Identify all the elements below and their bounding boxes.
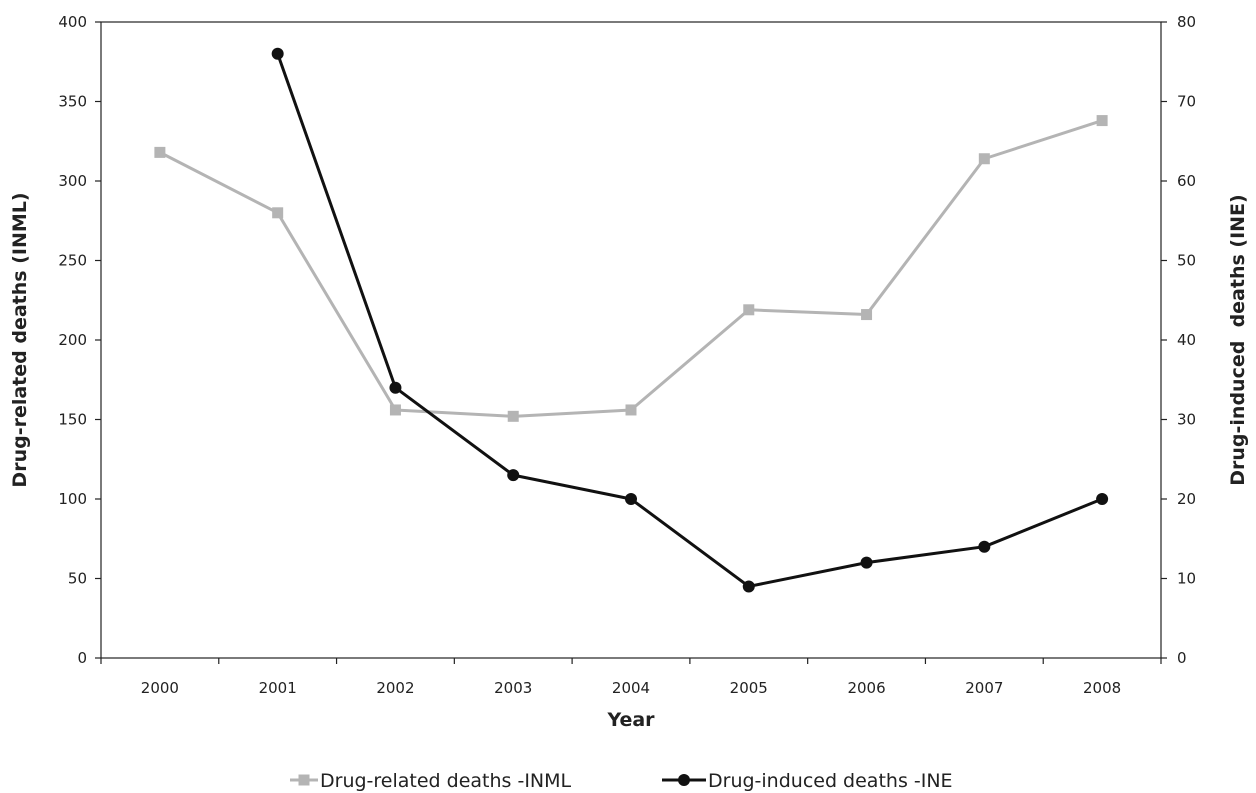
data-point-inml <box>625 404 637 416</box>
legend: Drug-related deaths -INML Drug-induced d… <box>290 770 953 792</box>
right-y-axis-title: Drug-induced deaths (INE) <box>1227 194 1249 485</box>
data-point-inml <box>389 404 401 416</box>
plot-area <box>100 21 1162 659</box>
right-axis-tick-label: 10 <box>1177 570 1196 588</box>
data-point-inml <box>861 309 873 321</box>
series-line-inml <box>159 119 1103 418</box>
left-axis-tick-label: 400 <box>58 13 87 31</box>
left-y-axis-title: Drug-related deaths (INML) <box>9 192 31 487</box>
right-axis-tick-label: 50 <box>1177 252 1196 270</box>
right-axis-tick-label: 0 <box>1177 649 1187 667</box>
x-axis-tick-label: 2001 <box>259 679 297 697</box>
data-point-ine <box>507 469 520 482</box>
left-axis: 0 50 100 150 200 250 300 350 400 <box>58 13 101 667</box>
left-axis-tick-label: 150 <box>58 411 87 429</box>
data-point-ine <box>271 47 284 60</box>
right-axis-tick-label: 30 <box>1177 411 1196 429</box>
data-point-ine <box>978 540 991 553</box>
legend-label-inml: Drug-related deaths -INML <box>320 770 572 792</box>
data-point-inml <box>272 207 284 219</box>
x-axis-tick-label: 2000 <box>141 679 179 697</box>
x-axis-tick-label: 2006 <box>847 679 885 697</box>
data-point-inml <box>507 410 519 422</box>
left-axis-tick-label: 300 <box>58 172 87 190</box>
legend-label-ine: Drug-induced deaths -INE <box>708 770 953 792</box>
right-axis: 0 10 20 30 40 50 60 70 80 <box>1161 13 1196 667</box>
left-axis-tick-label: 250 <box>58 252 87 270</box>
right-axis-tick-label: 40 <box>1177 331 1196 349</box>
series-line-ine <box>276 53 1103 588</box>
legend-square-marker-icon <box>298 774 310 786</box>
left-axis-tick-label: 350 <box>58 93 87 111</box>
right-axis-tick-label: 80 <box>1177 13 1196 31</box>
right-axis-tick-label: 60 <box>1177 172 1196 190</box>
data-point-inml <box>743 304 755 316</box>
x-axis-tick-label: 2007 <box>965 679 1003 697</box>
data-point-inml <box>1096 115 1108 127</box>
right-axis-tick-label: 20 <box>1177 490 1196 508</box>
x-axis-tick-label: 2005 <box>730 679 768 697</box>
left-axis-tick-label: 0 <box>77 649 87 667</box>
x-axis-tick-label: 2004 <box>612 679 650 697</box>
data-point-inml <box>978 153 990 165</box>
legend-circle-marker-icon <box>678 774 690 786</box>
series-layer <box>154 47 1109 593</box>
right-axis-tick-label: 70 <box>1177 93 1196 111</box>
data-point-inml <box>154 146 166 158</box>
left-axis-tick-label: 200 <box>58 331 87 349</box>
x-axis: 2000 2001 2002 2003 2004 2005 2006 2007 2008 <box>100 658 1162 697</box>
data-point-ine <box>742 580 755 593</box>
x-axis-title: Year <box>606 709 655 731</box>
x-axis-tick-label: 2008 <box>1083 679 1121 697</box>
data-point-ine <box>860 556 873 569</box>
left-axis-tick-label: 50 <box>68 570 87 588</box>
data-point-ine <box>389 381 402 394</box>
x-axis-tick-label: 2002 <box>376 679 414 697</box>
data-point-ine <box>625 493 637 505</box>
legend-item-ine: Drug-induced deaths -INE <box>662 770 953 792</box>
data-point-ine <box>1096 493 1109 505</box>
legend-item-inml: Drug-related deaths -INML <box>290 770 572 792</box>
x-axis-tick-label: 2003 <box>494 679 532 697</box>
left-axis-tick-label: 100 <box>58 490 87 508</box>
plot-border <box>100 21 1162 659</box>
